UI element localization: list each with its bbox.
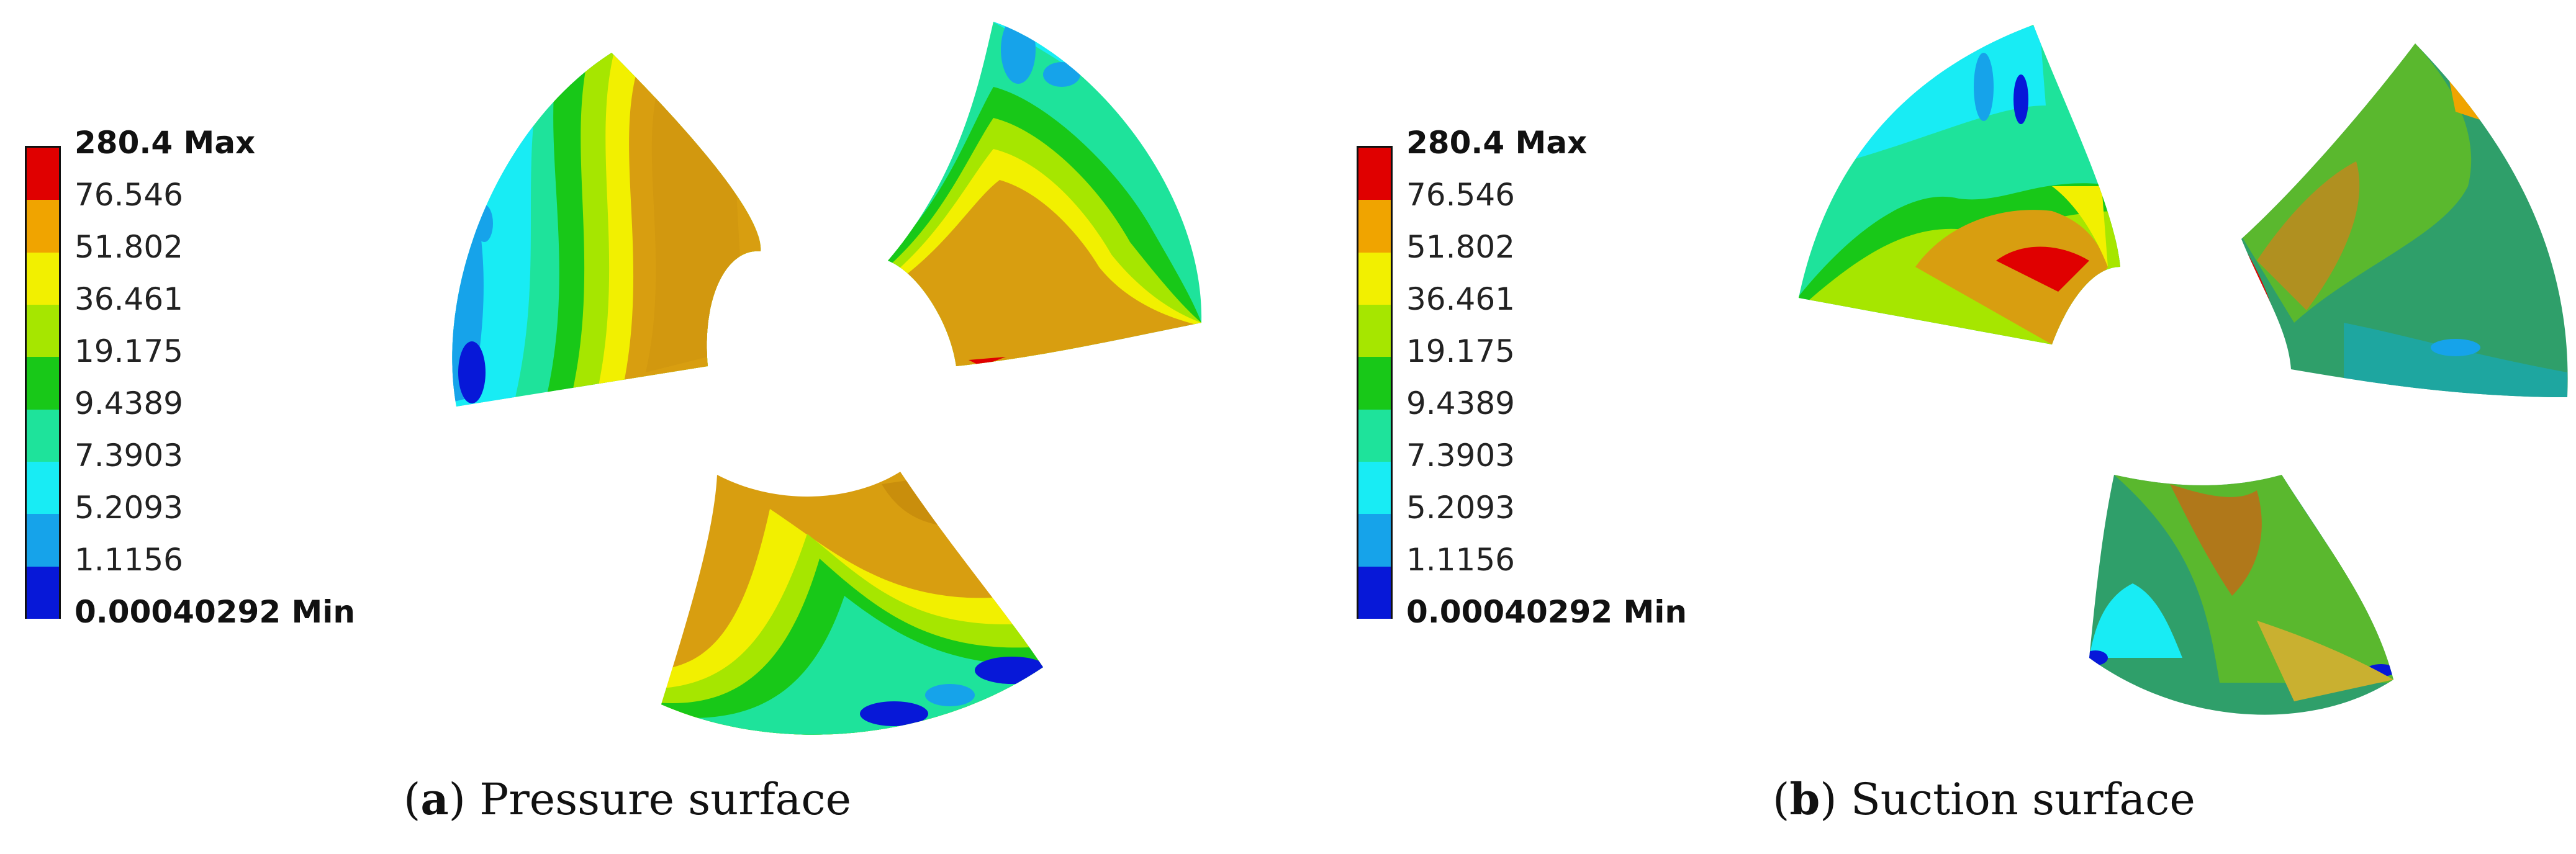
legend-label: 19.175: [75, 333, 183, 369]
panel-caption: (a) Pressure surface: [404, 773, 852, 825]
blade-contour-plot: [452, 22, 1202, 735]
blade-bottom: [2089, 475, 2393, 715]
legend-label: 5.2093: [1406, 490, 1515, 526]
legend-label: 1.1156: [1406, 542, 1515, 578]
legend-label: 9.4389: [75, 385, 183, 421]
legend-max-label: 280.4 Max: [75, 125, 256, 161]
legend-label: 9.4389: [1406, 385, 1515, 421]
blade-upper-right: [888, 22, 1202, 366]
legend-label: 51.802: [1406, 229, 1515, 265]
panel-letter: a: [420, 773, 449, 825]
legend-label: 76.546: [75, 177, 183, 213]
panel-letter: b: [1789, 773, 1820, 825]
legend-swatch-7: [27, 461, 59, 515]
panel-pressure-surface: 280.4 Max 76.546 51.802 36.461 19.175 9.…: [25, 22, 1202, 825]
legend-swatch-4: [27, 304, 59, 357]
legend-swatch-5: [1358, 357, 1391, 410]
legend-swatch-3: [27, 252, 59, 305]
legend-label: 5.2093: [75, 490, 183, 526]
panel-caption: (b) Suction surface: [1773, 773, 2195, 825]
legend-label: 19.175: [1406, 333, 1515, 369]
legend-swatch-6: [27, 409, 59, 462]
legend-swatch-9: [27, 566, 59, 619]
legend-min-label: 0.00040292 Min: [75, 594, 356, 630]
legend-swatch-3: [1358, 252, 1391, 305]
legend-min-label: 0.00040292 Min: [1406, 594, 1688, 630]
caption-text: Suction surface: [1850, 774, 2195, 825]
legend-color-bar: [25, 146, 61, 619]
legend-swatch-1: [27, 148, 59, 200]
legend-swatch-9: [1358, 566, 1391, 619]
legend-label: 7.3903: [75, 438, 183, 474]
legend-swatch-1: [1358, 148, 1391, 200]
legend-label: 36.461: [1406, 281, 1515, 317]
legend-color-bar: [1357, 146, 1393, 619]
legend-label: 7.3903: [1406, 438, 1515, 474]
legend-label: 51.802: [75, 229, 183, 265]
blade-upper-right: [2241, 43, 2568, 397]
blade-upper-left: [1799, 25, 2120, 344]
legend-swatch-8: [1358, 514, 1391, 567]
caption-text: Pressure surface: [479, 774, 852, 825]
legend-label: 76.546: [1406, 177, 1515, 213]
legend-swatch-8: [27, 514, 59, 567]
legend-swatch-7: [1358, 461, 1391, 515]
legend-swatch-2: [1358, 200, 1391, 253]
blade-upper-left: [452, 53, 761, 407]
legend-label: 1.1156: [75, 542, 183, 578]
legend-swatch-4: [1358, 304, 1391, 357]
blade-bottom: [661, 472, 1043, 735]
legend-swatch-6: [1358, 409, 1391, 462]
blade-contour-plot: [1799, 25, 2568, 715]
panel-suction-surface: 280.4 Max 76.546 51.802 36.461 19.175 9.…: [1288, 0, 2576, 854]
legend-swatch-2: [27, 200, 59, 253]
legend-max-label: 280.4 Max: [1406, 125, 1588, 161]
legend-label: 36.461: [75, 281, 183, 317]
legend-swatch-5: [27, 357, 59, 410]
